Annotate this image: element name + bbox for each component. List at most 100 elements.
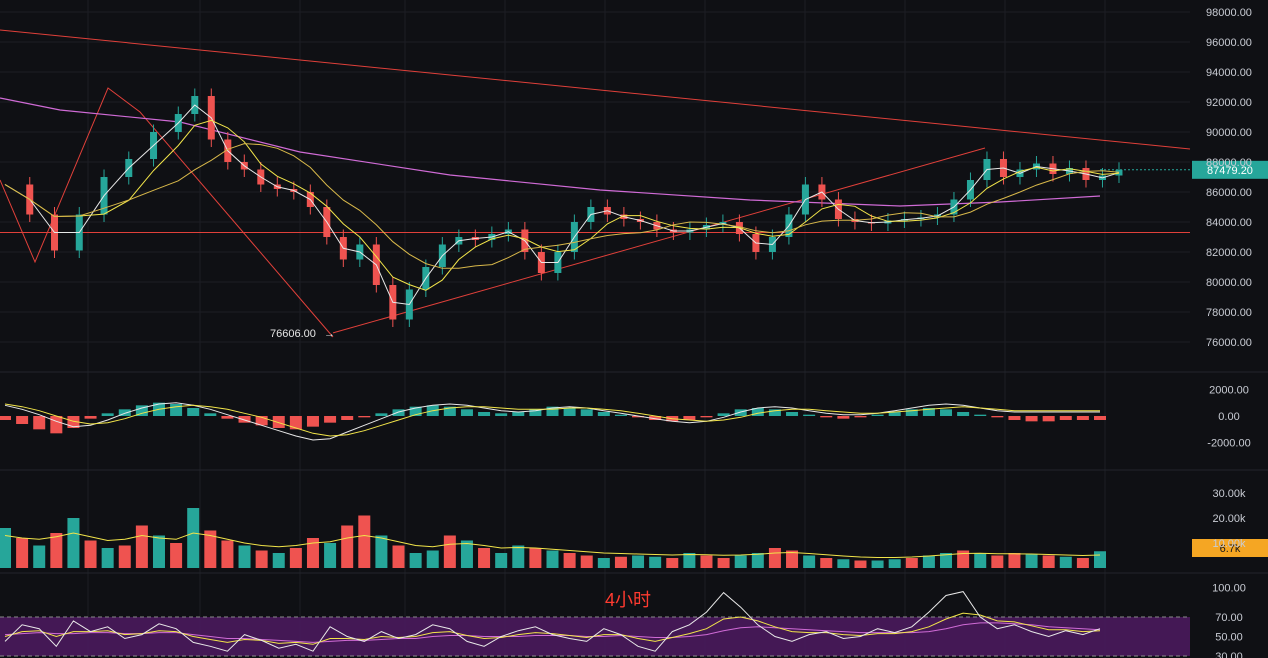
low-price-label: 76606.00 bbox=[270, 328, 316, 340]
macd-histogram-bar bbox=[546, 406, 559, 416]
macd-histogram-bar bbox=[170, 404, 183, 416]
macd-histogram-bar bbox=[478, 412, 491, 416]
rsi-slow-line bbox=[4, 612, 1101, 645]
macd-histogram-bar bbox=[529, 409, 542, 416]
volume-bar bbox=[289, 548, 302, 568]
zigzag-pattern bbox=[0, 87, 334, 338]
volume-bar bbox=[529, 548, 542, 568]
volume-bar bbox=[700, 555, 713, 568]
macd-histogram-bar bbox=[717, 413, 730, 416]
macd-histogram-bar bbox=[33, 416, 46, 430]
price-tick-label: 86000.00 bbox=[1206, 187, 1252, 199]
ma-long-pink bbox=[0, 97, 1101, 207]
volume-bar bbox=[33, 545, 46, 568]
volume-bar bbox=[375, 535, 388, 568]
volume-bar bbox=[803, 555, 816, 568]
volume-bar bbox=[786, 550, 799, 568]
macd-histogram-bar bbox=[118, 409, 131, 416]
volume-bar bbox=[204, 530, 217, 568]
macd-histogram-bar bbox=[820, 416, 833, 418]
volume-bar bbox=[460, 540, 473, 568]
macd-histogram-bar bbox=[272, 416, 285, 428]
macd-line bbox=[4, 402, 1100, 441]
low-arrow-icon: → bbox=[324, 328, 335, 340]
price-tick-label: 96000.00 bbox=[1206, 37, 1252, 49]
macd-tick-label: 0.00 bbox=[1218, 411, 1239, 423]
price-tick-label: 76000.00 bbox=[1206, 337, 1252, 349]
volume-bar bbox=[324, 543, 337, 568]
price-tick-label: 84000.00 bbox=[1206, 217, 1252, 229]
current-price-label: 87479.20 bbox=[1207, 165, 1253, 177]
volume-bar bbox=[683, 553, 696, 568]
macd-histogram-bar bbox=[512, 412, 525, 416]
volume-bar bbox=[751, 553, 764, 568]
volume-bar bbox=[1042, 555, 1055, 568]
volume-bar bbox=[666, 558, 679, 568]
macd-histogram-bar bbox=[16, 416, 29, 424]
volume-bar bbox=[1076, 558, 1089, 568]
volume-bar bbox=[854, 560, 867, 568]
macd-tick-label: -2000.00 bbox=[1207, 438, 1250, 450]
macd-histogram-bar bbox=[1059, 416, 1072, 420]
macd-histogram-bar bbox=[563, 408, 576, 416]
macd-histogram-bar bbox=[1025, 416, 1038, 422]
y-axis: 98000.00 96000.00 94000.00 92000.00 90000.00… bbox=[1206, 7, 1252, 658]
macd-histogram-bar bbox=[0, 416, 11, 420]
volume-bar bbox=[905, 558, 918, 568]
volume-bar bbox=[0, 528, 11, 568]
macd-histogram-bar bbox=[255, 416, 268, 426]
macd-histogram-bar bbox=[888, 412, 901, 416]
price-tick-label: 78000.00 bbox=[1206, 307, 1252, 319]
macd-pane bbox=[0, 402, 1106, 441]
volume-bar bbox=[597, 558, 610, 568]
volume-tick-label: 30.00k bbox=[1212, 488, 1246, 500]
price-pane: 76606.00 → 87479.20 bbox=[0, 29, 1268, 340]
macd-histogram-bar bbox=[324, 416, 337, 423]
macd-signal-line bbox=[4, 403, 1100, 437]
volume-bar bbox=[940, 553, 953, 568]
macd-histogram-bar bbox=[1042, 416, 1055, 422]
volume-bar bbox=[768, 548, 781, 568]
price-tick-label: 98000.00 bbox=[1206, 7, 1252, 19]
current-volume-badge bbox=[1192, 539, 1268, 557]
rsi-ma-line bbox=[4, 622, 1101, 643]
volume-bar bbox=[255, 550, 268, 568]
rising-trendline bbox=[332, 147, 986, 334]
volume-bar bbox=[170, 543, 183, 568]
rsi-tick-label: 50.00 bbox=[1215, 632, 1243, 644]
macd-histogram-bar bbox=[1008, 416, 1021, 420]
volume-bar bbox=[495, 553, 508, 568]
volume-bar bbox=[101, 548, 114, 568]
current-volume-label: 6.7k bbox=[1220, 543, 1241, 555]
macd-histogram-bar bbox=[375, 413, 388, 416]
volume-bar bbox=[84, 540, 97, 568]
macd-histogram-bar bbox=[341, 416, 354, 420]
volume-bar bbox=[187, 508, 200, 568]
volume-bar bbox=[1059, 556, 1072, 568]
price-tick-label: 94000.00 bbox=[1206, 67, 1252, 79]
macd-histogram-bar bbox=[306, 416, 319, 427]
macd-histogram-bar bbox=[1094, 416, 1106, 420]
volume-bar bbox=[1008, 553, 1021, 568]
volume-bar bbox=[50, 533, 63, 568]
volume-bar bbox=[341, 525, 354, 568]
macd-histogram-bar bbox=[614, 414, 627, 416]
macd-histogram-bar bbox=[84, 416, 97, 419]
macd-histogram-bar bbox=[204, 413, 217, 416]
macd-histogram-bar bbox=[238, 416, 251, 423]
volume-bar bbox=[563, 553, 576, 568]
macd-histogram-bar bbox=[786, 412, 799, 416]
macd-histogram-bar bbox=[940, 409, 953, 416]
macd-histogram-bar bbox=[922, 408, 935, 416]
macd-histogram-bar bbox=[957, 412, 970, 416]
volume-bar bbox=[922, 555, 935, 568]
rsi-fast-line bbox=[4, 591, 1101, 652]
volume-bar bbox=[478, 548, 491, 568]
volume-bar bbox=[717, 558, 730, 568]
ma-gold bbox=[4, 143, 1120, 269]
rsi-tick-label: 30.00 bbox=[1215, 651, 1243, 658]
volume-bar bbox=[67, 518, 80, 568]
